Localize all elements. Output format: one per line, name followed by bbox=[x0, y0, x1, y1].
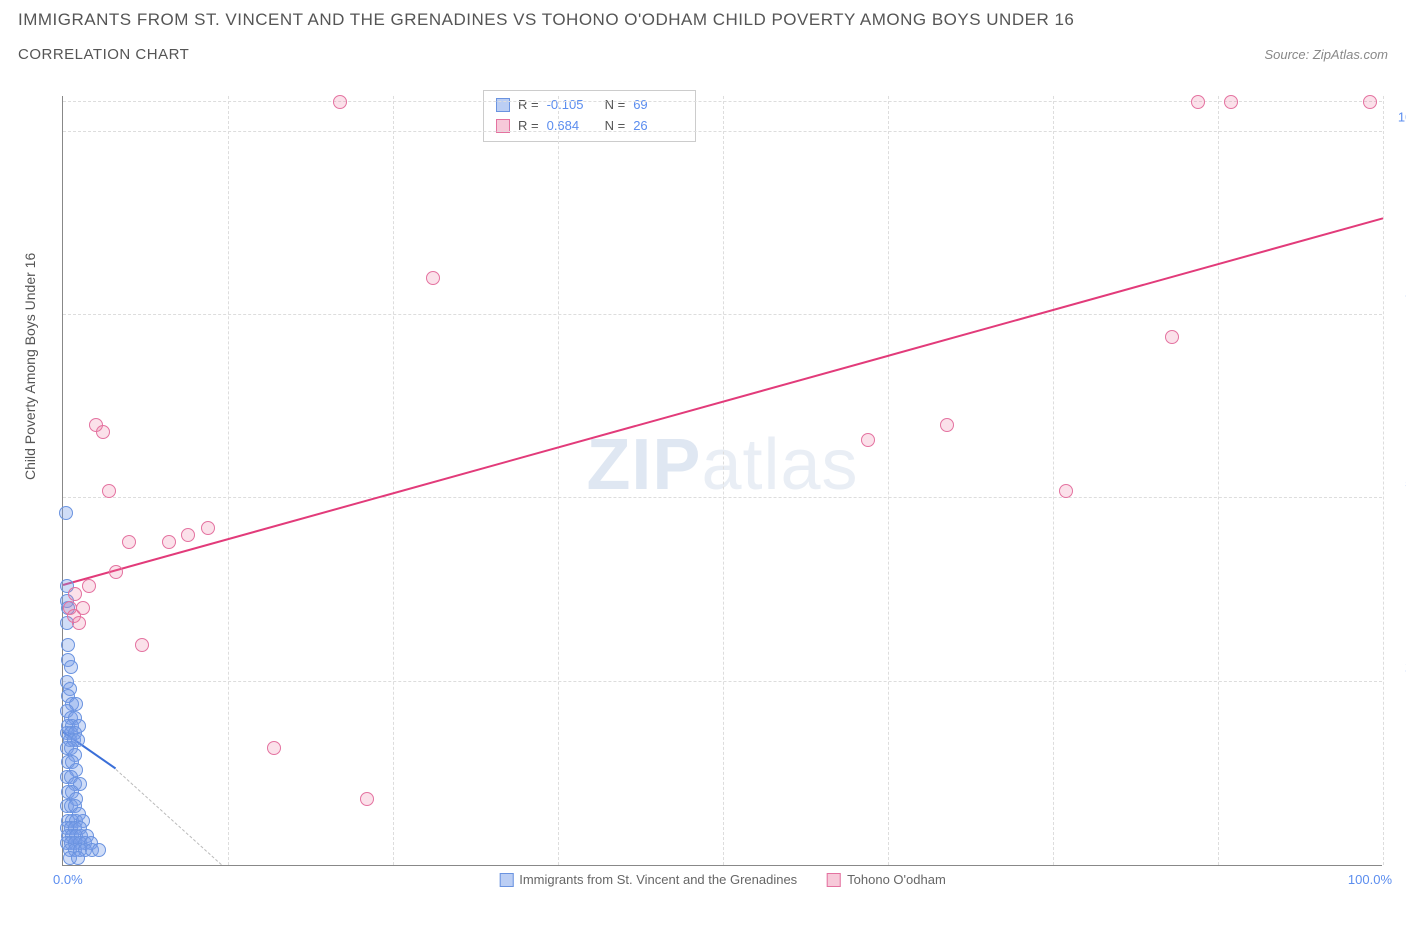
legend-n-value: 69 bbox=[633, 95, 683, 116]
data-point-pink bbox=[76, 601, 90, 615]
legend-swatch bbox=[827, 873, 841, 887]
y-axis-label: Child Poverty Among Boys Under 16 bbox=[22, 253, 38, 480]
data-point-pink bbox=[1191, 95, 1205, 109]
data-point-pink bbox=[360, 792, 374, 806]
legend-n-label: N = bbox=[605, 95, 626, 116]
data-point-pink bbox=[333, 95, 347, 109]
data-point-pink bbox=[1363, 95, 1377, 109]
correlation-legend: R = -0.105 N = 69 R = 0.684 N = 26 bbox=[483, 90, 696, 142]
legend-label: Immigrants from St. Vincent and the Gren… bbox=[519, 872, 797, 887]
y-tick-label: 75.0% bbox=[1387, 293, 1406, 308]
x-tick-end: 100.0% bbox=[1348, 872, 1392, 887]
gridline-vertical bbox=[888, 96, 889, 865]
gridline-vertical bbox=[723, 96, 724, 865]
gridline-vertical bbox=[558, 96, 559, 865]
y-tick-label: 50.0% bbox=[1387, 476, 1406, 491]
legend-r-label: R = bbox=[518, 95, 539, 116]
watermark-bold: ZIP bbox=[586, 425, 701, 505]
legend-n-value: 26 bbox=[633, 116, 683, 137]
data-point-pink bbox=[96, 425, 110, 439]
data-point-pink bbox=[122, 535, 136, 549]
data-point-blue bbox=[71, 851, 85, 865]
x-tick-origin: 0.0% bbox=[53, 872, 83, 887]
data-point-pink bbox=[162, 535, 176, 549]
gridline-vertical bbox=[228, 96, 229, 865]
gridline-vertical bbox=[1218, 96, 1219, 865]
chart-subtitle: CORRELATION CHART bbox=[18, 46, 189, 63]
data-point-pink bbox=[181, 528, 195, 542]
scatter-plot: ZIPatlas R =-0.105N =69R =0.684N =26 0.0… bbox=[62, 96, 1382, 866]
legend-item: Immigrants from St. Vincent and the Gren… bbox=[499, 872, 797, 887]
y-tick-label: 25.0% bbox=[1387, 659, 1406, 674]
legend-row: R = -0.105 N = 69 bbox=[496, 95, 683, 116]
legend-r-value: 0.684 bbox=[547, 116, 597, 137]
legend-swatch bbox=[499, 873, 513, 887]
data-point-pink bbox=[861, 433, 875, 447]
data-point-pink bbox=[426, 271, 440, 285]
data-point-pink bbox=[940, 418, 954, 432]
data-point-pink bbox=[1059, 484, 1073, 498]
legend-r-value: -0.105 bbox=[547, 95, 597, 116]
data-point-pink bbox=[1224, 95, 1238, 109]
data-point-pink bbox=[68, 587, 82, 601]
legend-r-label: R = bbox=[518, 116, 539, 137]
data-point-pink bbox=[135, 638, 149, 652]
data-point-pink bbox=[1165, 330, 1179, 344]
legend-row: R = 0.684 N = 26 bbox=[496, 116, 683, 137]
gridline-vertical bbox=[1383, 96, 1384, 865]
legend-item: Tohono O'odham bbox=[827, 872, 946, 887]
chart-title: IMMIGRANTS FROM ST. VINCENT AND THE GREN… bbox=[18, 10, 1388, 30]
series-legend: Immigrants from St. Vincent and the Gren… bbox=[499, 872, 946, 887]
y-tick-label: 100.0% bbox=[1387, 109, 1406, 124]
data-point-blue bbox=[59, 506, 73, 520]
data-point-pink bbox=[102, 484, 116, 498]
data-point-blue bbox=[61, 638, 75, 652]
data-point-pink bbox=[201, 521, 215, 535]
data-point-pink bbox=[72, 616, 86, 630]
data-point-blue bbox=[64, 660, 78, 674]
legend-label: Tohono O'odham bbox=[847, 872, 946, 887]
data-point-pink bbox=[82, 579, 96, 593]
gridline-vertical bbox=[1053, 96, 1054, 865]
source-attribution: Source: ZipAtlas.com bbox=[1264, 47, 1388, 62]
data-point-pink bbox=[109, 565, 123, 579]
data-point-pink bbox=[267, 741, 281, 755]
gridline-vertical bbox=[393, 96, 394, 865]
data-point-blue bbox=[92, 843, 106, 857]
legend-n-label: N = bbox=[605, 116, 626, 137]
watermark-light: atlas bbox=[701, 425, 858, 505]
trendline bbox=[115, 769, 221, 865]
